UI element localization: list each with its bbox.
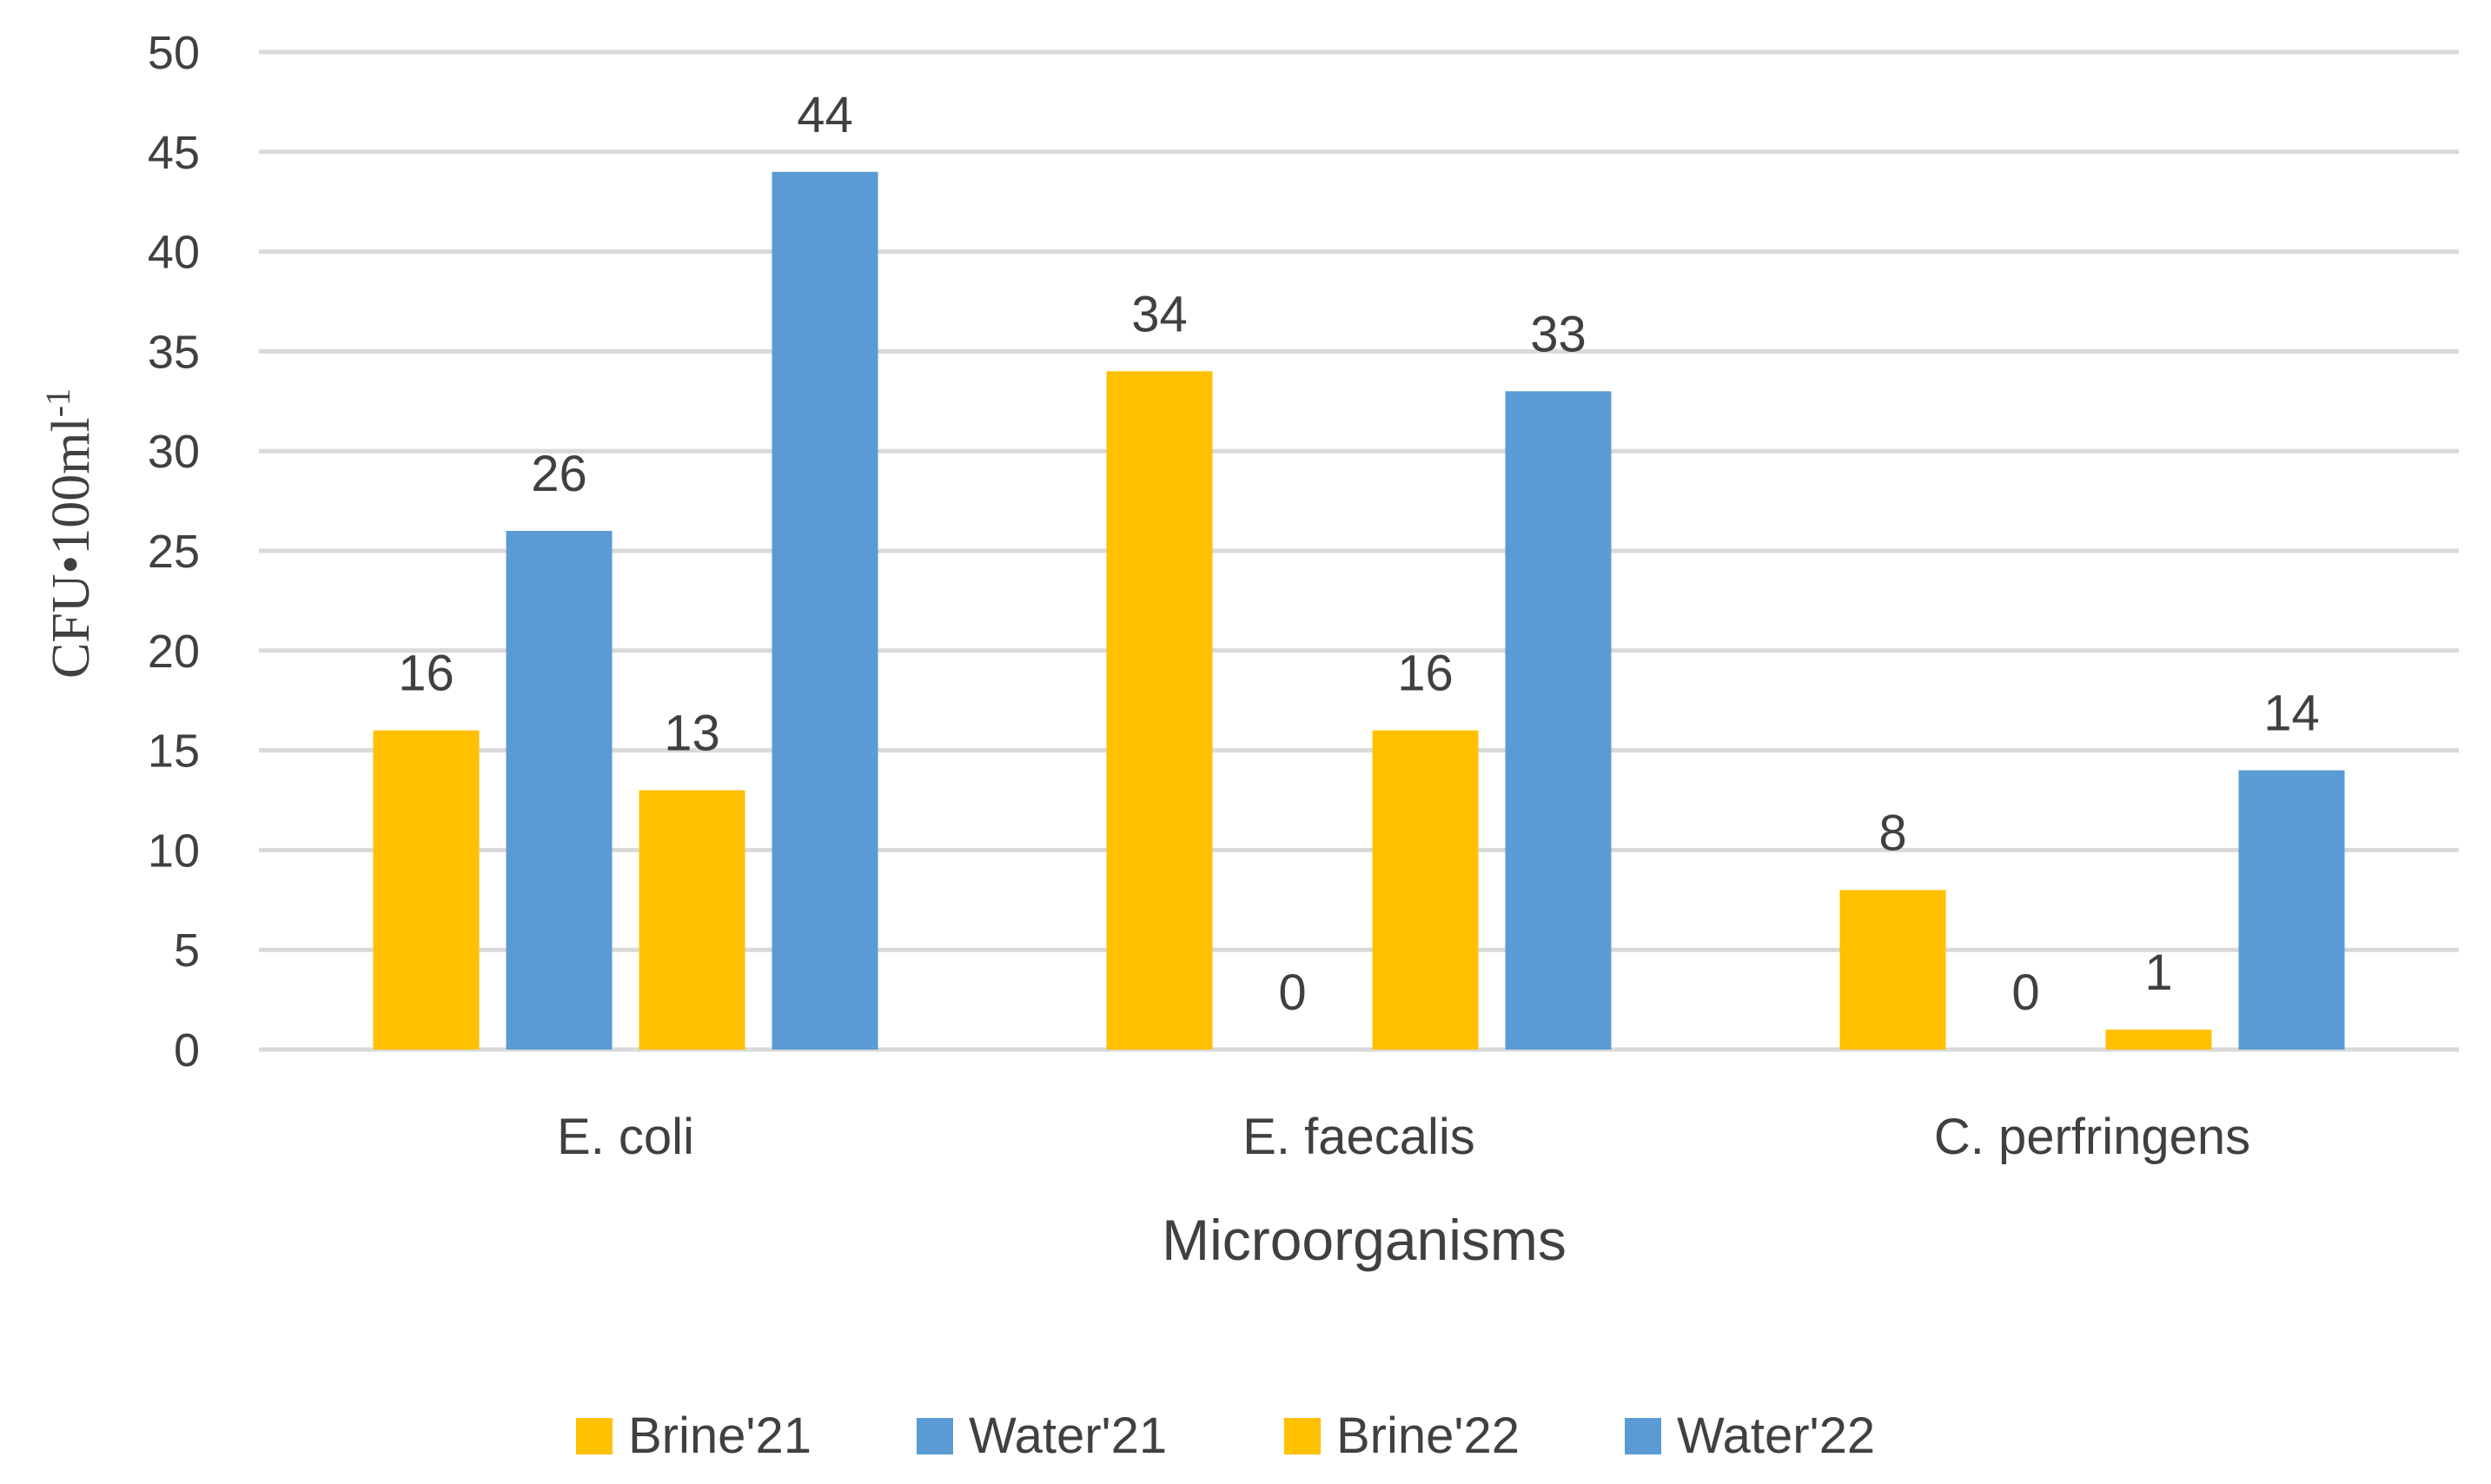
y-axis-title-superscript: -1 [38,388,77,417]
gridlines [259,50,2459,1052]
bar [772,171,878,1050]
data-labels: 16 26 13 44 34 0 16 33 8 0 1 14 [398,87,2320,1021]
legend-label: Brine'22 [1336,1408,1520,1464]
bar [2105,1030,2212,1050]
y-tick-label: 50 [148,27,200,79]
legend-swatch [576,1418,613,1454]
data-label: 16 [398,646,454,702]
x-tick-label: C. perfringens [1934,1109,2250,1165]
bar [1839,890,1946,1050]
data-label: 34 [1131,286,1188,342]
legend-label: Water'22 [1677,1408,1875,1464]
y-tick-label: 0 [174,1024,200,1077]
data-label: 0 [2011,964,2039,1021]
data-label: 14 [2263,686,2320,742]
data-label: 33 [1530,306,1587,362]
y-axis-ticks: 0 5 10 15 20 25 30 35 40 45 50 [148,27,200,1077]
y-tick-label: 15 [148,725,200,778]
bar [1505,391,1612,1050]
legend-swatch [917,1418,953,1454]
data-label: 13 [664,706,720,762]
bar [1372,730,1479,1050]
y-tick-label: 45 [148,127,200,179]
y-axis-title-main: CFU•100ml [42,417,101,679]
legend-label: Water'21 [969,1408,1167,1464]
data-label: 16 [1397,646,1454,702]
x-tick-label: E. faecalis [1242,1109,1475,1165]
x-tick-label: E. coli [557,1109,694,1165]
data-label: 8 [1878,805,1906,861]
y-tick-label: 30 [148,426,200,478]
legend-swatch [1284,1418,1321,1454]
data-label: 0 [1278,964,1306,1021]
legend-swatch [1625,1418,1661,1454]
data-label: 1 [2144,944,2172,1001]
y-tick-label: 10 [148,825,200,877]
bar [1106,371,1213,1050]
bars [373,171,2345,1050]
x-axis-title: Microorganisms [1162,1208,1567,1272]
bar [373,730,480,1050]
legend: Brine'21 Water'21 Brine'22 Water'22 [576,1408,1875,1464]
legend-label: Brine'21 [628,1408,812,1464]
y-tick-label: 40 [148,227,200,279]
data-label: 44 [797,87,853,143]
bar [639,790,745,1050]
data-label: 26 [531,446,587,502]
x-axis-categories: E. coli E. faecalis C. perfringens [557,1109,2250,1165]
bar [506,531,613,1050]
bar [2238,770,2345,1050]
y-tick-label: 20 [148,626,200,678]
y-tick-label: 35 [148,326,200,378]
y-axis-title: CFU•100ml-1 [38,388,101,679]
y-tick-label: 25 [148,526,200,578]
y-tick-label: 5 [174,924,200,977]
